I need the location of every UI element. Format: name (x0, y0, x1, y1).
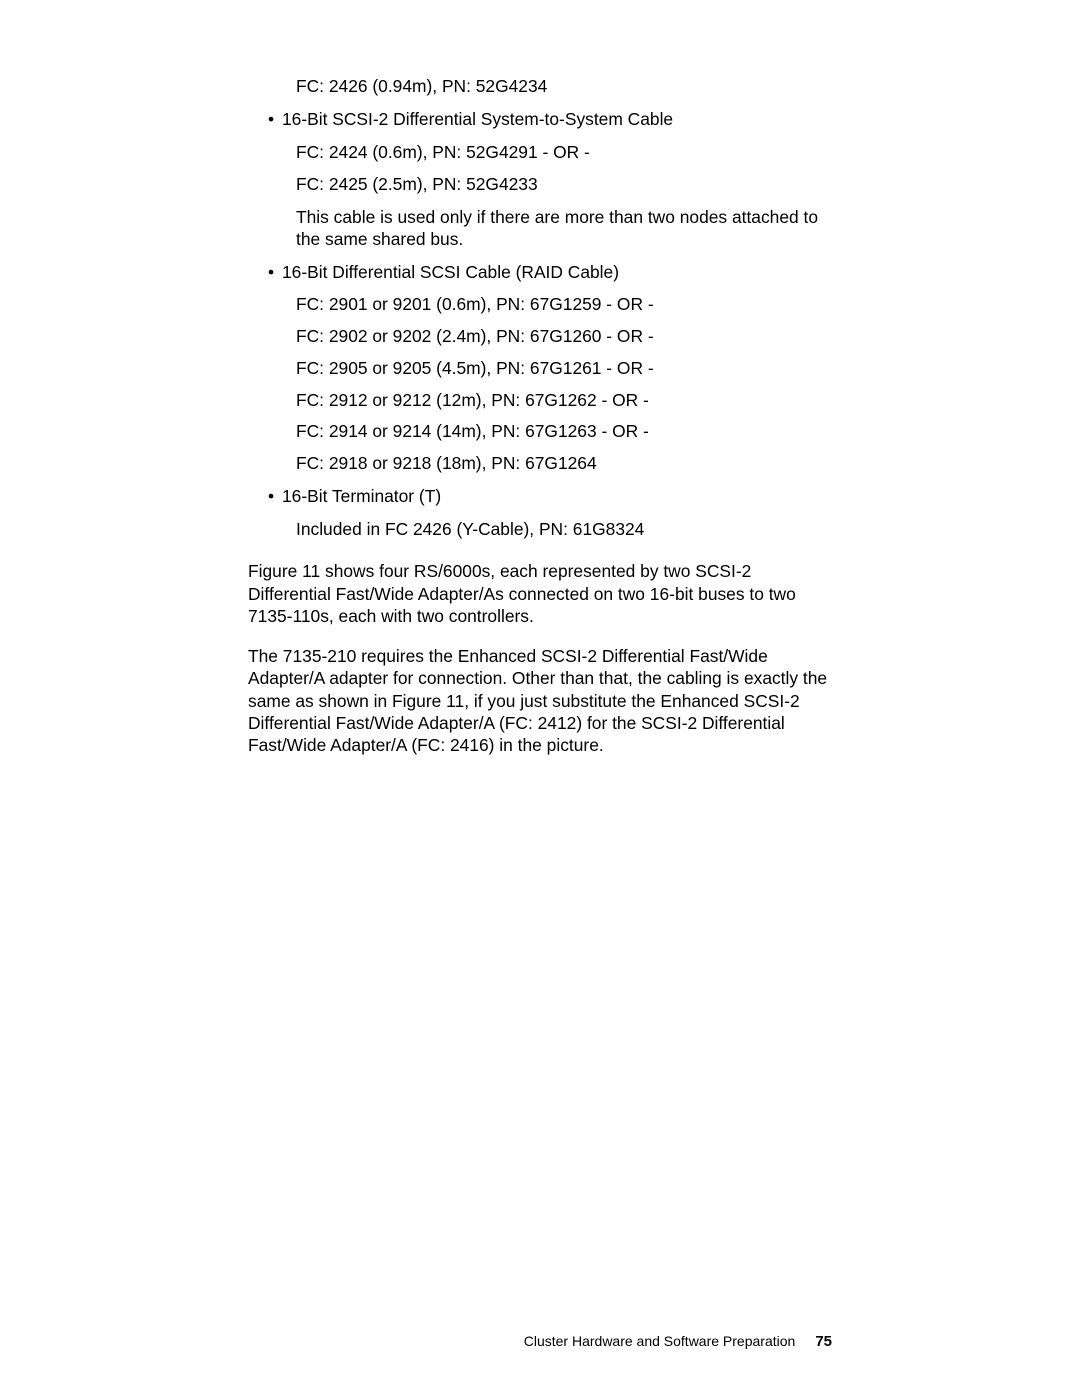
sub-item: FC: 2912 or 9212 (12m), PN: 67G1262 - OR… (296, 390, 835, 412)
bullet-item: • 16-Bit SCSI-2 Differential System-to-S… (268, 109, 835, 131)
sub-item: FC: 2425 (2.5m), PN: 52G4233 (296, 174, 835, 196)
sub-item: FC: 2918 or 9218 (18m), PN: 67G1264 (296, 453, 835, 475)
sub-note: This cable is used only if there are mor… (296, 207, 835, 251)
sub-item: FC: 2426 (0.94m), PN: 52G4234 (296, 76, 835, 98)
paragraph: Figure 11 shows four RS/6000s, each repr… (248, 560, 830, 627)
sub-item: FC: 2902 or 9202 (2.4m), PN: 67G1260 - O… (296, 326, 835, 348)
bullet-item: • 16-Bit Terminator (T) (268, 486, 835, 508)
document-page: FC: 2426 (0.94m), PN: 52G4234 • 16-Bit S… (0, 0, 1080, 1397)
sub-item: FC: 2914 or 9214 (14m), PN: 67G1263 - OR… (296, 421, 835, 443)
bullet-glyph: • (268, 262, 282, 284)
sub-item: FC: 2424 (0.6m), PN: 52G4291 - OR - (296, 142, 835, 164)
body-content: FC: 2426 (0.94m), PN: 52G4234 • 16-Bit S… (248, 76, 835, 756)
bullet-label: 16-Bit SCSI-2 Differential System-to-Sys… (282, 109, 835, 131)
bullet-label: 16-Bit Differential SCSI Cable (RAID Cab… (282, 262, 835, 284)
sub-item: FC: 2901 or 9201 (0.6m), PN: 67G1259 - O… (296, 294, 835, 316)
sub-item: FC: 2905 or 9205 (4.5m), PN: 67G1261 - O… (296, 358, 835, 380)
page-footer: Cluster Hardware and Software Preparatio… (524, 1333, 832, 1350)
bullet-glyph: • (268, 486, 282, 508)
paragraph: The 7135-210 requires the Enhanced SCSI-… (248, 645, 830, 756)
bullet-label: 16-Bit Terminator (T) (282, 486, 835, 508)
bullet-glyph: • (268, 109, 282, 131)
sub-item: Included in FC 2426 (Y-Cable), PN: 61G83… (296, 519, 835, 541)
footer-title: Cluster Hardware and Software Preparatio… (524, 1333, 796, 1349)
footer-page-number: 75 (815, 1333, 832, 1350)
bullet-item: • 16-Bit Differential SCSI Cable (RAID C… (268, 262, 835, 284)
